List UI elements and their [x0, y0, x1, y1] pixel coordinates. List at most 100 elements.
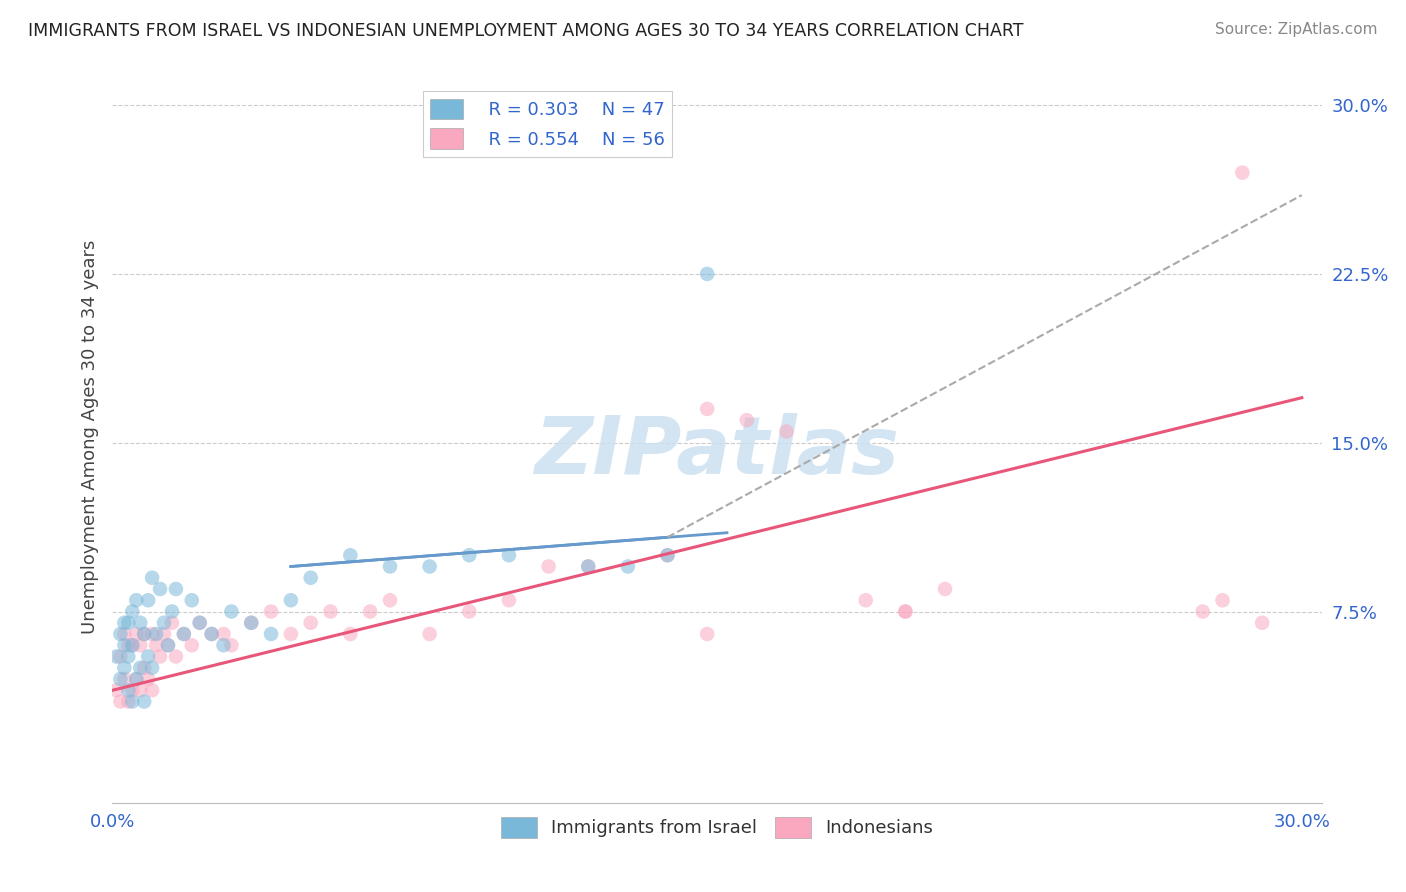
Point — [105, 683, 128, 698]
Point — [299, 615, 322, 630]
Point — [200, 627, 222, 641]
Point — [221, 605, 243, 619]
Text: IMMIGRANTS FROM ISRAEL VS INDONESIAN UNEMPLOYMENT AMONG AGES 30 TO 34 YEARS CORR: IMMIGRANTS FROM ISRAEL VS INDONESIAN UNE… — [28, 22, 1024, 40]
Point — [894, 605, 917, 619]
Point — [1212, 593, 1234, 607]
Point — [153, 615, 176, 630]
Point — [212, 627, 235, 641]
Point — [188, 615, 211, 630]
Point — [145, 638, 167, 652]
Point — [125, 627, 148, 641]
Point — [934, 582, 956, 596]
Point — [1191, 605, 1213, 619]
Point — [855, 593, 877, 607]
Point — [129, 638, 152, 652]
Point — [173, 627, 195, 641]
Point — [121, 683, 143, 698]
Point — [498, 548, 520, 562]
Point — [134, 627, 156, 641]
Point — [136, 649, 159, 664]
Point — [200, 627, 222, 641]
Point — [136, 672, 159, 686]
Point — [129, 615, 152, 630]
Point — [576, 559, 599, 574]
Point — [657, 548, 679, 562]
Point — [141, 661, 163, 675]
Point — [105, 649, 128, 664]
Point — [112, 638, 135, 652]
Point — [240, 615, 263, 630]
Y-axis label: Unemployment Among Ages 30 to 34 years: Unemployment Among Ages 30 to 34 years — [80, 240, 98, 634]
Point — [134, 661, 156, 675]
Point — [121, 694, 143, 708]
Point — [260, 605, 283, 619]
Point — [735, 413, 758, 427]
Point — [153, 627, 176, 641]
Point — [537, 559, 560, 574]
Point — [160, 615, 183, 630]
Point — [378, 559, 401, 574]
Point — [129, 661, 152, 675]
Point — [110, 627, 132, 641]
Point — [112, 661, 135, 675]
Point — [112, 627, 135, 641]
Point — [141, 571, 163, 585]
Point — [458, 605, 481, 619]
Point — [1251, 615, 1274, 630]
Point — [280, 593, 302, 607]
Point — [149, 649, 172, 664]
Point — [576, 559, 599, 574]
Point — [378, 593, 401, 607]
Point — [145, 627, 167, 641]
Point — [419, 627, 441, 641]
Point — [156, 638, 179, 652]
Point — [617, 559, 640, 574]
Point — [121, 638, 143, 652]
Point — [180, 638, 202, 652]
Point — [339, 548, 361, 562]
Point — [117, 683, 139, 698]
Point — [188, 615, 211, 630]
Point — [136, 593, 159, 607]
Point — [696, 267, 718, 281]
Point — [141, 627, 163, 641]
Point — [149, 582, 172, 596]
Point — [117, 615, 139, 630]
Point — [339, 627, 361, 641]
Point — [141, 683, 163, 698]
Point — [359, 605, 381, 619]
Point — [134, 694, 156, 708]
Point — [894, 605, 917, 619]
Point — [696, 627, 718, 641]
Point — [1232, 166, 1254, 180]
Point — [112, 672, 135, 686]
Point — [657, 548, 679, 562]
Point — [498, 593, 520, 607]
Point — [121, 605, 143, 619]
Text: Source: ZipAtlas.com: Source: ZipAtlas.com — [1215, 22, 1378, 37]
Point — [110, 672, 132, 686]
Point — [125, 672, 148, 686]
Legend: Immigrants from Israel, Indonesians: Immigrants from Israel, Indonesians — [494, 810, 941, 845]
Point — [110, 649, 132, 664]
Point — [129, 683, 152, 698]
Point — [121, 638, 143, 652]
Point — [260, 627, 283, 641]
Point — [419, 559, 441, 574]
Point — [775, 425, 797, 439]
Point — [165, 649, 187, 664]
Point — [212, 638, 235, 652]
Point — [110, 694, 132, 708]
Point — [117, 638, 139, 652]
Point — [319, 605, 342, 619]
Point — [165, 582, 187, 596]
Point — [280, 627, 302, 641]
Text: ZIPatlas: ZIPatlas — [534, 413, 900, 491]
Point — [125, 593, 148, 607]
Point — [160, 605, 183, 619]
Point — [299, 571, 322, 585]
Point — [112, 615, 135, 630]
Point — [221, 638, 243, 652]
Point — [125, 672, 148, 686]
Point — [117, 694, 139, 708]
